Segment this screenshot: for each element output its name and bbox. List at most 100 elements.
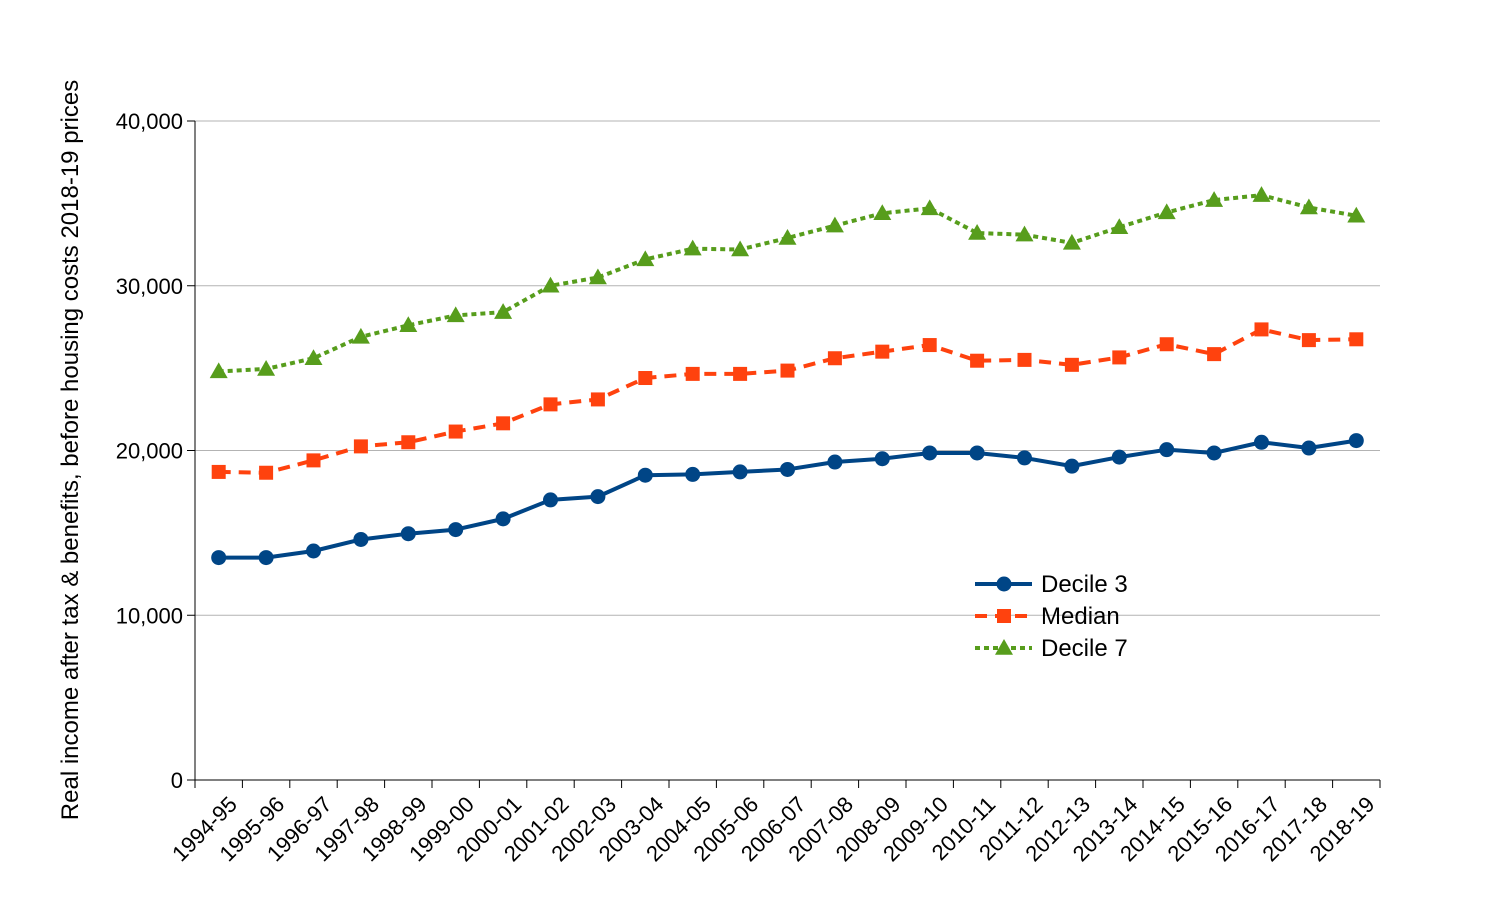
data-point	[448, 424, 463, 439]
data-point	[1301, 333, 1316, 348]
legend-item: Decile 3	[975, 571, 1128, 598]
data-point	[922, 445, 938, 461]
data-point	[590, 489, 606, 505]
data-point	[1017, 352, 1032, 367]
data-point	[1017, 450, 1032, 466]
data-point	[543, 492, 558, 508]
data-point	[1301, 440, 1317, 456]
data-point	[1157, 203, 1176, 220]
legend-label: Decile 3	[1041, 571, 1128, 598]
series-line	[218, 438, 1357, 560]
y-tick-label: 10,000	[116, 603, 183, 628]
data-point	[827, 454, 843, 470]
data-point	[636, 250, 655, 267]
y-tick-label: 0	[171, 768, 183, 793]
data-point	[1064, 458, 1080, 474]
series-decile-7	[209, 186, 1366, 379]
data-point	[590, 392, 605, 407]
data-point	[448, 522, 464, 538]
data-point	[543, 397, 558, 412]
data-point	[873, 204, 892, 221]
data-point	[351, 327, 370, 344]
data-point	[1159, 337, 1174, 352]
data-point	[780, 363, 795, 378]
data-point	[1015, 225, 1034, 242]
data-point	[306, 453, 321, 468]
data-point	[1254, 434, 1269, 450]
series-line	[218, 193, 1357, 374]
legend-marker	[997, 609, 1011, 623]
data-point	[922, 338, 937, 353]
data-point	[1110, 218, 1129, 235]
data-point	[1206, 445, 1222, 461]
legend-marker	[996, 576, 1012, 592]
data-point	[353, 531, 369, 547]
data-point	[778, 228, 797, 245]
data-point	[258, 550, 274, 566]
data-point	[211, 550, 227, 566]
data-point	[588, 268, 607, 285]
series-median	[211, 322, 1364, 480]
data-point	[353, 439, 368, 454]
data-point	[1205, 191, 1224, 207]
data-point	[401, 435, 416, 450]
data-point	[733, 366, 748, 381]
legend-item: Median	[975, 603, 1120, 630]
legend-item: Decile 7	[975, 635, 1128, 662]
y-tick-label: 40,000	[116, 109, 183, 134]
y-axis-title: Real income after tax & benefits, before…	[57, 80, 84, 820]
data-point	[1062, 233, 1081, 250]
data-point	[1299, 198, 1318, 215]
data-point	[400, 526, 416, 542]
data-point	[875, 344, 890, 359]
data-point	[259, 465, 274, 480]
data-point	[685, 466, 701, 482]
data-point	[399, 316, 418, 333]
data-point	[683, 239, 702, 256]
data-point	[211, 464, 226, 479]
data-point	[257, 359, 276, 376]
legend-label: Decile 7	[1041, 635, 1128, 662]
data-point	[494, 303, 513, 319]
data-point	[541, 276, 560, 293]
data-point	[1349, 332, 1364, 347]
data-point	[732, 464, 748, 480]
data-point	[637, 467, 653, 483]
y-tick-label: 20,000	[116, 439, 183, 464]
data-point	[920, 199, 939, 216]
data-point	[969, 445, 985, 461]
data-point	[1207, 347, 1222, 362]
data-point	[1159, 442, 1175, 458]
data-point	[446, 306, 465, 323]
series-group	[209, 186, 1366, 566]
data-point	[685, 366, 700, 381]
data-point	[495, 511, 511, 527]
legend: Decile 3 Median Decile 7	[975, 571, 1128, 662]
legend-label: Median	[1041, 603, 1120, 630]
data-point	[304, 349, 323, 365]
data-point	[1064, 357, 1079, 372]
data-point	[1347, 206, 1366, 223]
data-point	[638, 371, 653, 386]
legend-marker	[995, 639, 1013, 655]
data-point	[827, 351, 842, 366]
series-decile-3	[211, 433, 1364, 566]
data-point	[209, 362, 228, 379]
data-point	[1252, 186, 1271, 202]
data-point	[968, 224, 987, 240]
axes: 010,00020,00030,00040,0001994-951995-961…	[116, 109, 1381, 866]
data-point	[970, 353, 985, 368]
data-point	[874, 451, 890, 467]
data-point	[496, 416, 511, 431]
data-point	[825, 216, 844, 233]
data-point	[780, 461, 795, 477]
data-point	[1112, 350, 1127, 365]
y-tick-label: 30,000	[116, 274, 183, 299]
data-point	[1111, 449, 1127, 465]
data-point	[1348, 433, 1364, 449]
data-point	[731, 240, 750, 257]
data-point	[306, 543, 321, 559]
data-point	[1254, 322, 1269, 337]
